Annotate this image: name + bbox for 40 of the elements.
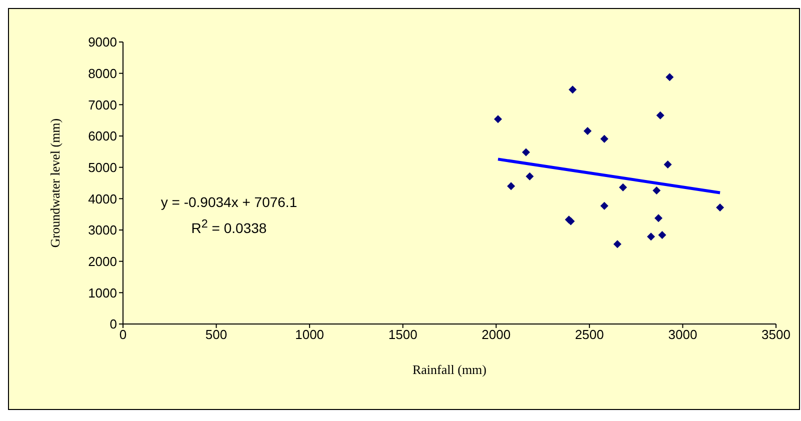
x-tick-label: 500 <box>205 327 228 342</box>
point <box>507 182 516 190</box>
y-tick-label: 0 <box>110 316 117 332</box>
point <box>664 160 672 169</box>
point <box>666 73 674 82</box>
y-tick-label: 2000 <box>88 254 117 269</box>
y-axis-title: Groundwater level (mm) <box>48 118 63 248</box>
x-tick-label: 2500 <box>574 327 604 342</box>
y-tick-label: 5000 <box>88 160 117 175</box>
y-tick-label: 7000 <box>88 97 117 112</box>
point <box>613 240 622 248</box>
point <box>619 183 628 192</box>
x-axis-title: Rainfall (mm) <box>412 362 487 377</box>
x-tick-label: 1500 <box>388 327 418 342</box>
point <box>654 214 662 222</box>
y-tick-label: 9000 <box>88 34 117 50</box>
y-tick-label: 1000 <box>88 285 117 300</box>
annotation: y = -0.9034x + 7076.1 <box>160 194 298 210</box>
point <box>494 115 502 124</box>
x-tick-label: 3000 <box>668 327 698 342</box>
point <box>526 172 534 180</box>
y-tick-label: 4000 <box>88 191 117 206</box>
x-tick-label: 0 <box>119 327 127 342</box>
y-tick-label: 3000 <box>88 222 117 238</box>
y-tick-label: 8000 <box>88 66 117 81</box>
point <box>600 202 608 210</box>
point <box>568 86 577 94</box>
point <box>656 111 664 120</box>
x-tick-label: 2000 <box>482 327 511 342</box>
point <box>522 148 530 156</box>
point <box>584 126 592 135</box>
annotation: R$^{2}$ = 0.0338 <box>191 217 267 236</box>
point <box>652 186 661 195</box>
point <box>716 203 724 212</box>
x-tick-label: 3500 <box>762 327 790 342</box>
x-tick-label: 1000 <box>295 327 324 342</box>
point <box>600 134 608 143</box>
point <box>658 231 666 240</box>
y-tick-label: 6000 <box>88 128 117 144</box>
point <box>646 232 655 241</box>
